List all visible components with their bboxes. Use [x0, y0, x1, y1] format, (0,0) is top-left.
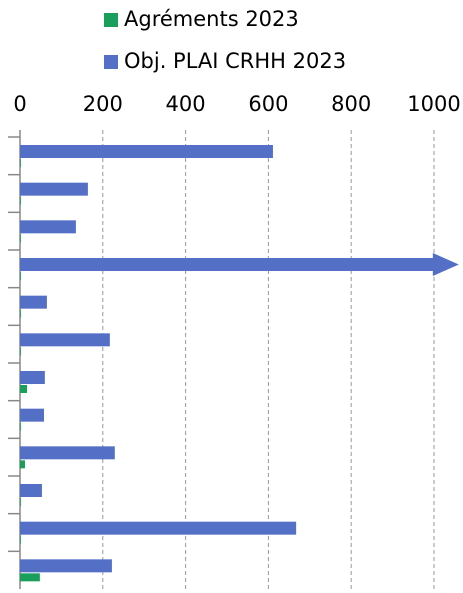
legend-label: Agréments 2023 — [124, 7, 299, 31]
bar — [20, 535, 21, 544]
bar — [20, 159, 21, 167]
bar — [20, 295, 47, 309]
bar — [20, 422, 21, 431]
bar — [20, 182, 88, 196]
bar — [20, 309, 21, 318]
bar — [20, 220, 76, 234]
bar — [20, 253, 459, 276]
bar — [20, 484, 42, 497]
bar — [20, 145, 273, 158]
bar — [20, 573, 40, 582]
bar — [20, 196, 21, 205]
x-tick-label: 600 — [248, 92, 288, 116]
legend-swatch — [104, 55, 118, 69]
legend-label: Obj. PLAI CRHH 2023 — [124, 49, 346, 73]
bar — [20, 385, 28, 393]
bar — [20, 333, 110, 347]
bar — [20, 559, 112, 573]
x-tick-label: 400 — [166, 92, 206, 116]
bar-part — [432, 253, 459, 276]
bar — [20, 272, 21, 280]
bar — [20, 498, 21, 506]
bar — [20, 371, 45, 384]
bar — [20, 234, 21, 243]
bar — [20, 408, 45, 422]
x-tick-label: 800 — [331, 92, 371, 116]
legend-swatch — [104, 13, 118, 27]
x-tick-label: 1000 — [407, 92, 460, 116]
x-tick-label: 0 — [13, 92, 26, 116]
bar — [20, 521, 297, 535]
bar — [20, 460, 25, 469]
bar — [20, 347, 21, 356]
bar-part — [20, 258, 435, 271]
x-tick-label: 200 — [83, 92, 123, 116]
bar — [20, 446, 115, 460]
